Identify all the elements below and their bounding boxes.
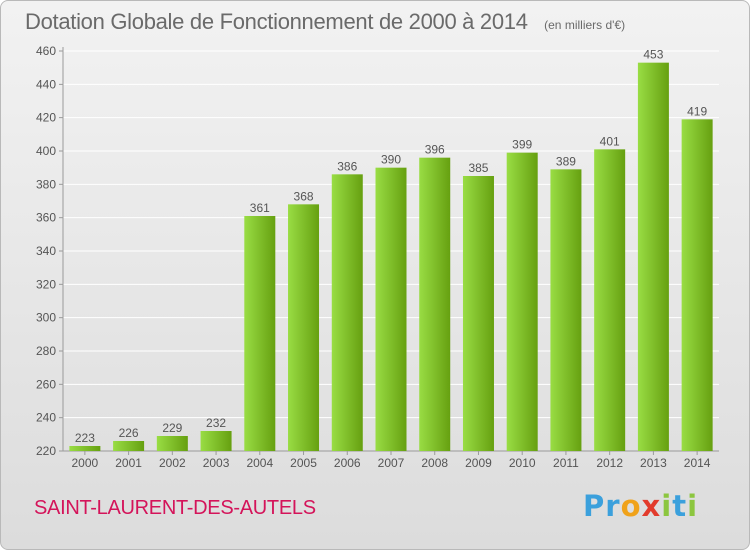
y-tick-label: 320 bbox=[36, 277, 56, 291]
bar bbox=[69, 446, 101, 451]
commune-name: SAINT-LAURENT-DES-AUTELS bbox=[34, 497, 316, 519]
logo-letter: i bbox=[687, 489, 699, 523]
y-tick-labels: 220 240 260 280 300 320 340 360 380 400 420 440 460 bbox=[36, 44, 56, 458]
data-label: 390 bbox=[381, 153, 401, 167]
bar bbox=[462, 176, 494, 451]
x-tick-label: 2011 bbox=[553, 456, 579, 470]
x-tick-label: 2006 bbox=[334, 456, 361, 470]
chart-title-row: Dotation Globale de Fonctionnement de 20… bbox=[25, 9, 625, 35]
y-tick-label: 380 bbox=[36, 177, 56, 191]
chart-title: Dotation Globale de Fonctionnement de 20… bbox=[25, 9, 528, 34]
x-tick-labels: 2000 2001 2002 2003 2004 2005 2006 2007 2008 2009… bbox=[72, 456, 711, 470]
logo-letter: x bbox=[641, 489, 662, 523]
logo-letter: t bbox=[672, 489, 688, 523]
x-tick-label: 2008 bbox=[421, 456, 448, 470]
data-label: 399 bbox=[512, 138, 532, 152]
data-label: 453 bbox=[643, 48, 663, 62]
x-tick-label: 2003 bbox=[203, 456, 230, 470]
logo-letter: o bbox=[620, 489, 642, 523]
y-tick-label: 440 bbox=[36, 77, 56, 91]
bar bbox=[506, 152, 538, 451]
data-label: 229 bbox=[162, 421, 182, 435]
x-tick-label: 2001 bbox=[115, 456, 142, 470]
data-label: 385 bbox=[468, 161, 488, 175]
data-label: 396 bbox=[425, 143, 445, 157]
y-tick-label: 400 bbox=[36, 144, 56, 158]
chart-unit: (en milliers d'€) bbox=[544, 18, 626, 32]
data-label: 368 bbox=[294, 189, 314, 203]
bar bbox=[200, 431, 232, 451]
x-tick-label: 2005 bbox=[290, 456, 317, 470]
bar bbox=[419, 157, 451, 451]
logo-letter: i bbox=[661, 489, 673, 523]
y-tick-label: 220 bbox=[36, 444, 56, 458]
y-tick-label: 460 bbox=[36, 44, 56, 58]
bar bbox=[113, 441, 145, 451]
y-tick-label: 360 bbox=[36, 211, 56, 225]
bar bbox=[331, 174, 363, 452]
x-tick-label: 2010 bbox=[509, 456, 536, 470]
x-tick-label: 2014 bbox=[684, 456, 711, 470]
bar bbox=[594, 149, 626, 452]
data-label: 361 bbox=[250, 201, 270, 215]
bar bbox=[681, 119, 713, 451]
bars bbox=[69, 62, 713, 452]
y-tick-label: 300 bbox=[36, 311, 56, 325]
x-tick-label: 2012 bbox=[596, 456, 623, 470]
x-tick-label: 2000 bbox=[72, 456, 99, 470]
logo-letter: P bbox=[583, 489, 606, 523]
y-tick-label: 240 bbox=[36, 411, 56, 425]
y-tick-label: 340 bbox=[36, 244, 56, 258]
x-tick-label: 2007 bbox=[378, 456, 405, 470]
y-tick-label: 260 bbox=[36, 377, 56, 391]
bar bbox=[550, 169, 582, 452]
proxiti-logo[interactable]: Proxiti bbox=[583, 489, 698, 523]
data-label: 232 bbox=[206, 416, 226, 430]
data-label: 389 bbox=[556, 154, 576, 168]
bar bbox=[637, 62, 669, 452]
data-label: 401 bbox=[600, 134, 620, 148]
bar bbox=[244, 216, 276, 451]
data-label: 419 bbox=[687, 104, 707, 118]
x-tick-label: 2013 bbox=[640, 456, 667, 470]
data-label: 386 bbox=[337, 159, 357, 173]
logo-letter: r bbox=[605, 489, 621, 523]
bar bbox=[375, 167, 407, 451]
x-tick-label: 2009 bbox=[465, 456, 492, 470]
y-tick-label: 420 bbox=[36, 111, 56, 125]
data-label: 223 bbox=[75, 431, 95, 445]
bar bbox=[288, 204, 320, 451]
x-tick-label: 2002 bbox=[159, 456, 186, 470]
x-tick-label: 2004 bbox=[246, 456, 273, 470]
bar bbox=[156, 436, 188, 451]
data-labels: 223 226 229 232 361 368 386 390 396 385 399 389 401 4… bbox=[75, 48, 708, 445]
data-label: 226 bbox=[119, 426, 139, 440]
y-tick-label: 280 bbox=[36, 344, 56, 358]
